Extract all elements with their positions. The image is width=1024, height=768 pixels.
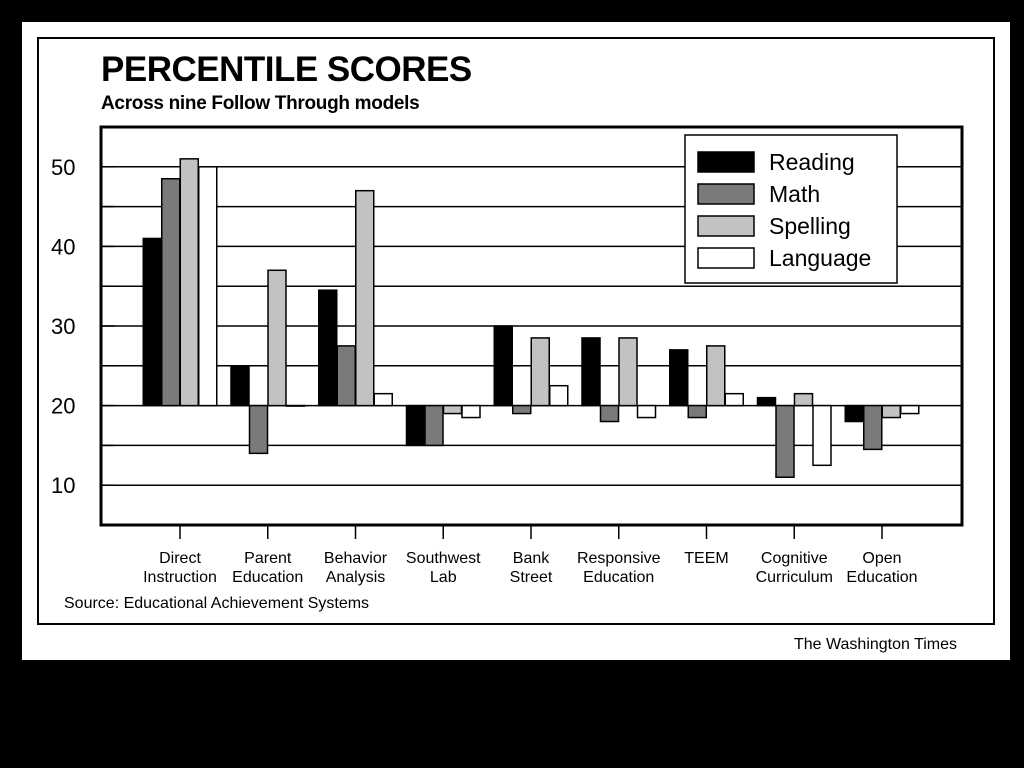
x-tick-label: Southwest (406, 550, 481, 567)
bar-spelling (442, 404, 463, 415)
bar-reading (493, 325, 513, 407)
chart-title: PERCENTILE SCORES (101, 50, 472, 89)
y-tick-label: 40 (51, 234, 75, 259)
chart-subtitle: Across nine Follow Through models (101, 93, 420, 114)
x-tick-label: Behavior (324, 550, 388, 567)
bar-math (424, 404, 444, 447)
x-tick-label: Direct (159, 550, 201, 567)
bar-language (900, 404, 920, 415)
legend-label-reading: Reading (769, 149, 855, 175)
x-tick-label: Open (862, 550, 901, 567)
bar-spelling (267, 269, 287, 407)
bar-language (812, 404, 832, 467)
x-tick-label: Lab (430, 569, 457, 586)
legend-label-math: Math (769, 181, 820, 207)
bar-reading (318, 289, 338, 407)
publisher-credit: The Washington Times (794, 636, 958, 653)
bar-math (775, 404, 795, 478)
bar-reading (142, 237, 162, 407)
bar-spelling (179, 158, 199, 407)
x-tick-label: Parent (244, 550, 292, 567)
x-tick-label: Cognitive (761, 550, 828, 567)
y-tick-label: 30 (51, 314, 75, 339)
x-tick-label: Curriculum (756, 569, 833, 586)
y-tick-label: 20 (51, 394, 75, 419)
bar-math (863, 404, 883, 451)
x-tick-label: Instruction (143, 569, 217, 586)
bar-spelling (530, 337, 550, 407)
bar-language (636, 404, 657, 419)
bar-math (336, 345, 356, 407)
bar-spelling (355, 189, 375, 407)
bar-reading (230, 365, 250, 407)
legend-label-language: Language (769, 245, 871, 271)
bar-math (161, 177, 181, 407)
bar-spelling (618, 337, 638, 407)
chart-frame (37, 37, 995, 625)
x-tick-label: Education (583, 569, 654, 586)
bar-spelling (706, 345, 726, 407)
legend-swatch-language (697, 247, 755, 269)
y-tick-label: 10 (51, 473, 75, 498)
bar-reading (581, 337, 601, 407)
bar-reading (844, 404, 864, 423)
x-tick-label: Street (510, 569, 553, 586)
bar-reading (405, 404, 426, 447)
bar-reading (669, 349, 689, 407)
bar-language (198, 166, 218, 407)
bar-math (512, 404, 532, 415)
bar-language (724, 392, 744, 407)
source-note: Source: Educational Achievement Systems (64, 595, 370, 612)
legend-label-spelling: Spelling (769, 213, 851, 239)
x-tick-label: Responsive (577, 550, 661, 567)
bar-spelling (881, 404, 901, 419)
bar-math (248, 404, 269, 455)
x-tick-label: Bank (513, 550, 550, 567)
x-tick-label: TEEM (684, 550, 728, 567)
x-tick-label: Education (232, 569, 303, 586)
legend-swatch-spelling (697, 215, 755, 237)
bar-language (461, 404, 481, 419)
bar-spelling (793, 392, 814, 407)
y-tick-label: 50 (51, 155, 75, 180)
bar-math (687, 404, 707, 419)
x-tick-label: Analysis (326, 569, 386, 586)
bar-language (373, 392, 393, 407)
legend-swatch-reading (697, 151, 755, 173)
bar-math (599, 404, 620, 423)
x-tick-label: Education (846, 569, 917, 586)
bar-language (549, 384, 569, 407)
legend-swatch-math (697, 183, 755, 205)
bar-reading (756, 396, 777, 407)
bar-language (285, 404, 306, 407)
